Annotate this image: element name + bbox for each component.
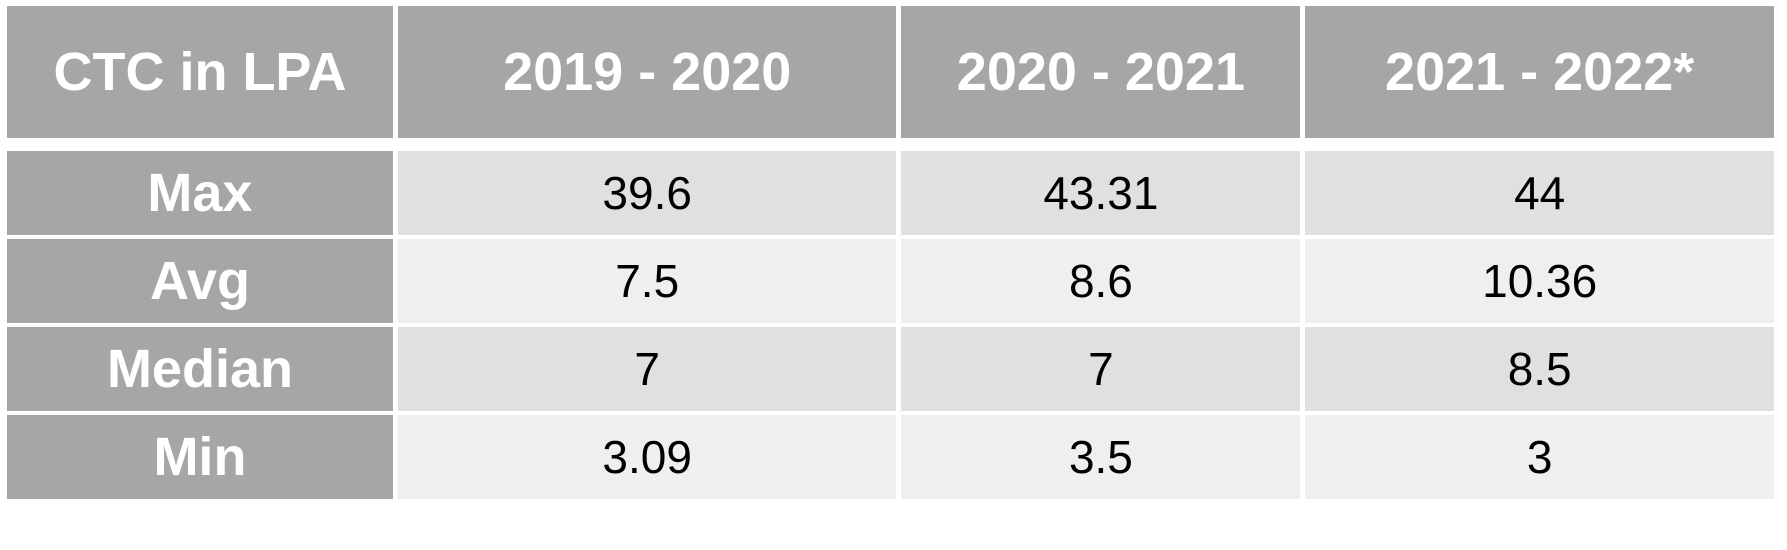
row-label: Median: [7, 327, 393, 411]
table-header-row: CTC in LPA 2019 - 2020 2020 - 2021 2021 …: [7, 6, 1774, 138]
table-cell: 7: [901, 327, 1301, 411]
table-cell: 3.09: [397, 415, 897, 499]
column-header: 2019 - 2020: [397, 6, 897, 138]
column-header: CTC in LPA: [7, 6, 393, 138]
table-cell: 43.31: [901, 151, 1301, 235]
table-row: Max 39.6 43.31 44: [7, 151, 1774, 235]
table-cell: 7.5: [397, 239, 897, 323]
table-row: Median 7 7 8.5: [7, 327, 1774, 411]
column-header: 2021 - 2022*: [1305, 6, 1774, 138]
table-cell: 8.5: [1305, 327, 1774, 411]
table-cell: 10.36: [1305, 239, 1774, 323]
table-row: Avg 7.5 8.6 10.36: [7, 239, 1774, 323]
table-row: Min 3.09 3.5 3: [7, 415, 1774, 499]
ctc-table: CTC in LPA 2019 - 2020 2020 - 2021 2021 …: [7, 6, 1774, 503]
table-cell: 7: [397, 327, 897, 411]
table-cell: 8.6: [901, 239, 1301, 323]
row-label: Avg: [7, 239, 393, 323]
column-header: 2020 - 2021: [901, 6, 1301, 138]
row-label: Min: [7, 415, 393, 499]
table-cell: 44: [1305, 151, 1774, 235]
table-cell: 39.6: [397, 151, 897, 235]
table-cell: 3: [1305, 415, 1774, 499]
row-label: Max: [7, 151, 393, 235]
table-cell: 3.5: [901, 415, 1301, 499]
